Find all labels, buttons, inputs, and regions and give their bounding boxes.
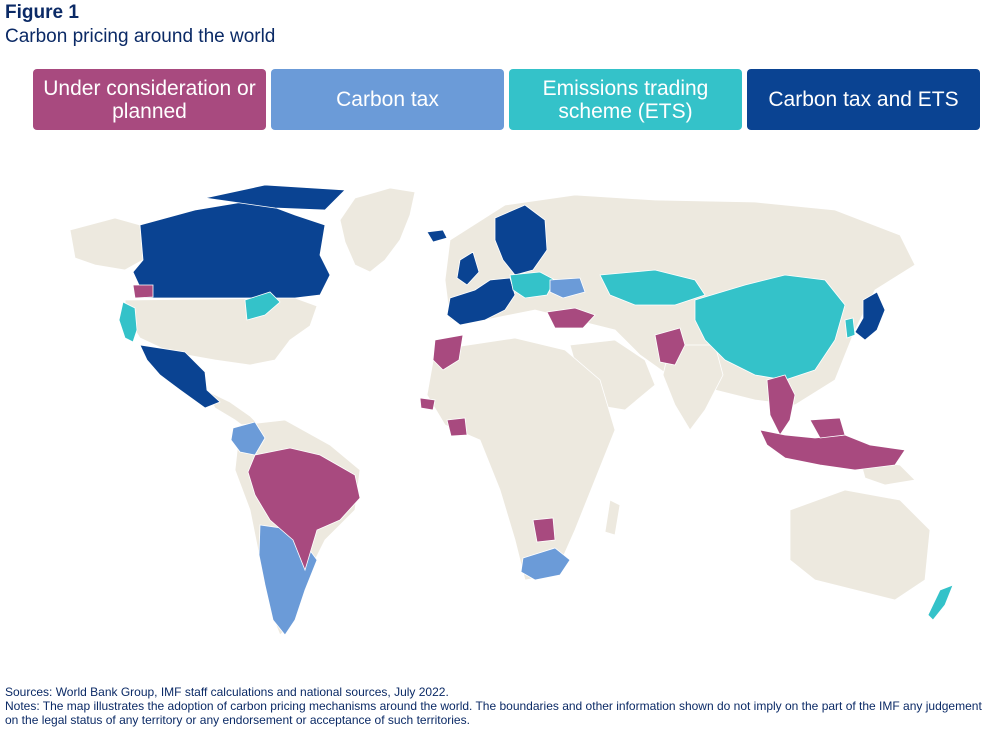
ukraine-region [549,277,586,299]
alaska-landmass [69,217,144,271]
south-africa-region [520,547,571,581]
brazil-region [247,447,361,572]
cote-divoire-region [446,417,468,437]
iceland-region [426,229,448,243]
borneo-region [809,417,846,439]
figure-title: Carbon pricing around the world [5,26,276,47]
africa-landmass [426,337,616,581]
japan-region [854,291,886,341]
canada-arctic-islands [204,184,346,211]
legend-ets: Emissions trading scheme (ETS) [509,69,742,130]
mexico-region [139,344,221,409]
canada-region [132,199,331,299]
china-region [694,274,846,381]
notes-text: Notes: The map illustrates the adoption … [5,699,982,727]
world-map [69,184,954,636]
legend-carbon-tax: Carbon tax [271,69,504,130]
usa-landmass [124,297,318,366]
kazakhstan-region [599,269,706,306]
legend-carbon-tax-and-ets: Carbon tax and ETS [747,69,980,130]
map-legend: Under consideration or planned Carbon ta… [33,69,983,130]
nordics-region [494,204,548,276]
uk-region [456,251,480,286]
indonesia-malaysia-region [759,429,906,471]
australia-landmass [789,489,931,601]
footer: Sources: World Bank Group, IMF staff cal… [5,685,995,727]
central-europe-region [509,271,556,299]
morocco-region [432,334,464,371]
madagascar-landmass [604,499,621,536]
washington-state-region [132,284,154,299]
pakistan-region [654,327,686,366]
figure-label: Figure 1 [5,2,79,23]
california-region [118,301,138,343]
southeast-asia-region [766,374,796,436]
new-zealand-region [927,584,954,621]
turkiye-region [546,307,596,329]
western-europe-region [446,277,516,326]
sources-note: Sources: World Bank Group, IMF staff cal… [5,685,449,699]
korea-region [844,317,856,339]
senegal-region [419,397,436,411]
greenland-landmass [339,187,416,273]
legend-under-consideration: Under consideration or planned [33,69,266,130]
botswana-region [532,517,556,543]
rggi-region [244,291,281,321]
